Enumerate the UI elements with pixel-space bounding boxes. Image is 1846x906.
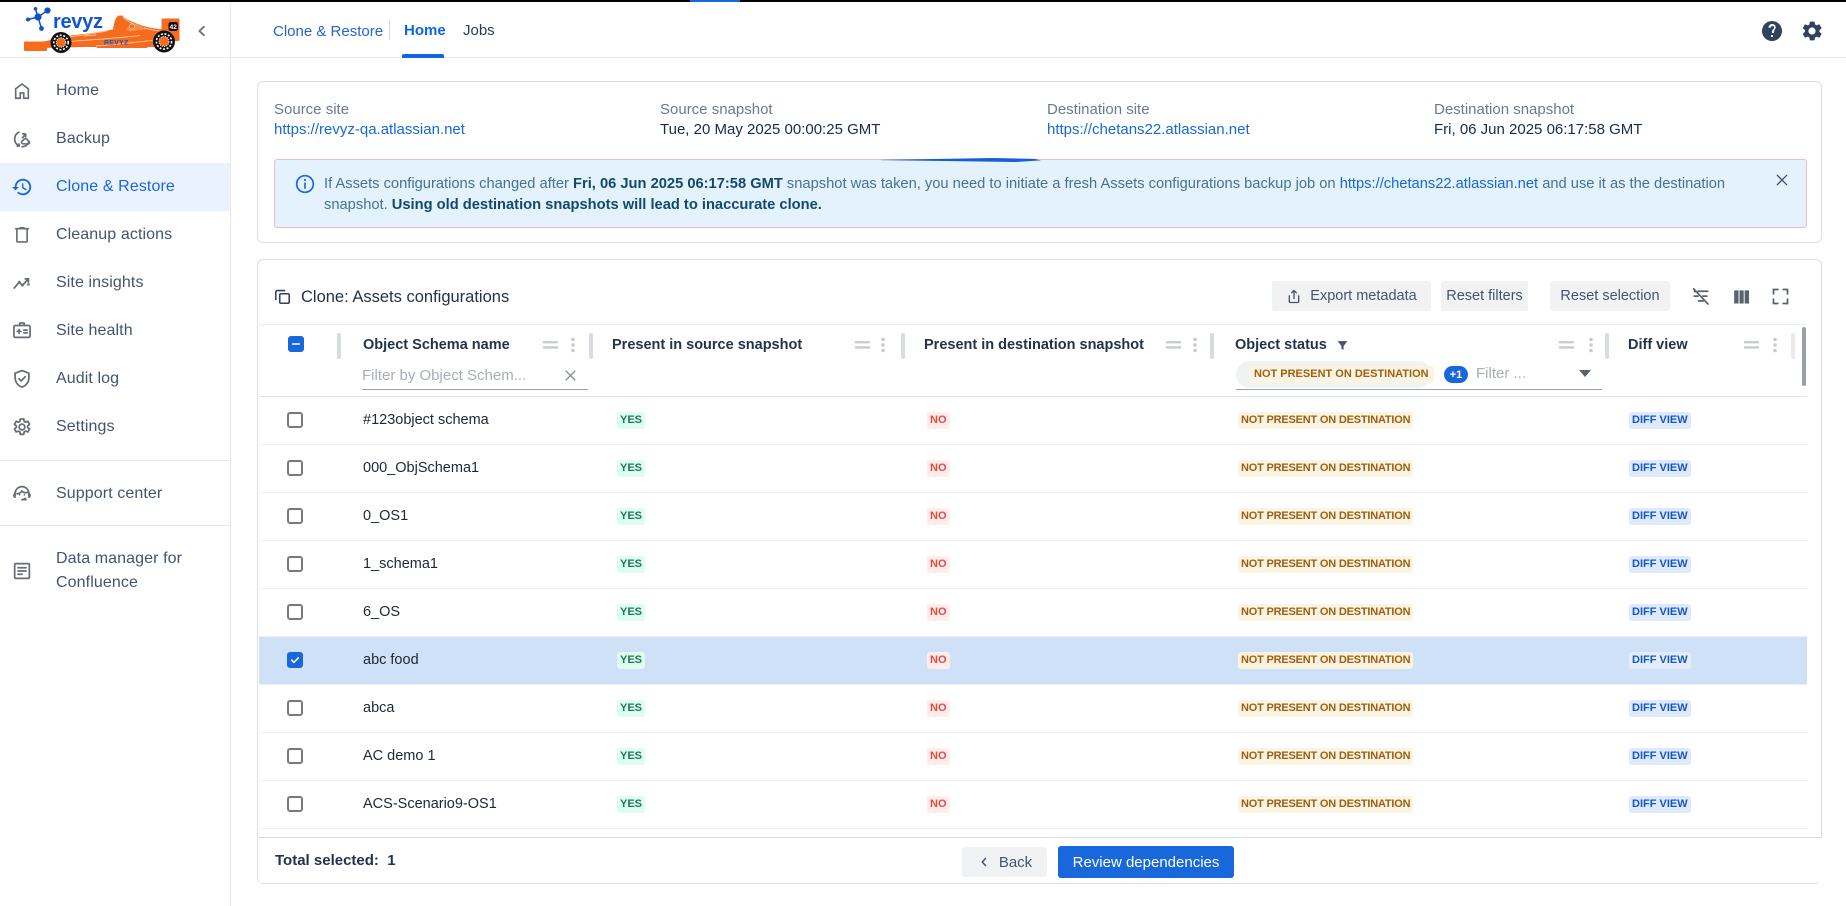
svg-text:REVYZ: REVYZ (104, 40, 129, 47)
svg-text:revyz: revyz (53, 11, 103, 33)
svg-text:42: 42 (170, 24, 178, 31)
